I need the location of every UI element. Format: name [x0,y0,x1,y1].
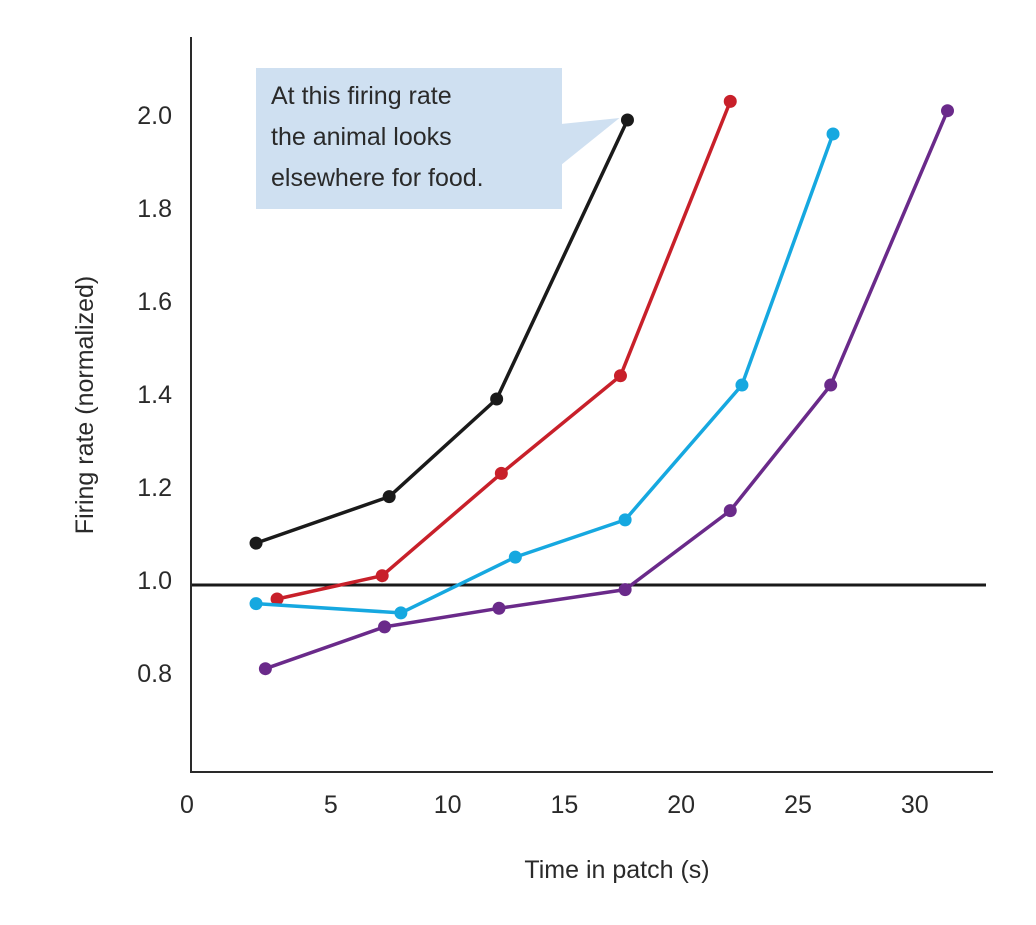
y-axis-title: Firing rate (normalized) [71,276,99,534]
x-axis-title: Time in patch (s) [524,856,709,884]
data-point-cyan [618,513,632,527]
data-point-cyan [249,597,263,611]
data-point-purple [492,601,506,615]
data-point-black [249,536,263,550]
data-point-red [494,466,508,480]
callout-box [256,68,562,209]
callout-pointer [561,118,620,165]
x-tick-label: 25 [784,791,812,819]
series-layer [249,94,955,676]
y-tick-label: 1.6 [137,288,172,316]
data-point-black [490,392,504,406]
x-tick-label: 15 [550,791,578,819]
data-point-red [375,569,389,583]
data-point-black [620,113,634,127]
data-point-cyan [394,606,408,620]
x-tick-label: 5 [324,791,338,819]
data-point-red [723,94,737,108]
y-tick-label: 1.8 [137,195,172,223]
y-tick-label: 2.0 [137,102,172,130]
data-point-cyan [508,550,522,564]
data-point-purple [258,662,272,676]
data-point-purple [723,504,737,518]
callout-line-2: the animal looks [271,123,452,151]
data-point-purple [824,378,838,392]
data-point-black [382,490,396,504]
data-point-purple [618,583,632,597]
series-red [270,94,737,606]
data-point-red [613,369,627,383]
data-point-purple [378,620,392,634]
data-point-cyan [735,378,749,392]
series-cyan [249,127,840,620]
y-tick-label: 1.2 [137,474,172,502]
series-line-cyan [255,133,835,615]
callout: At this firing rate the animal looks els… [256,68,620,209]
x-tick-label: 0 [180,791,194,819]
callout-line-3: elsewhere for food. [271,164,484,192]
callout-line-1: At this firing rate [271,82,452,110]
series-black [249,113,634,550]
series-line-black [255,119,630,545]
y-tick-label: 1.4 [137,381,172,409]
data-point-cyan [826,127,840,141]
series-purple [258,104,955,676]
x-tick-label: 30 [901,791,929,819]
y-tick-label: 1.0 [137,567,172,595]
x-tick-label: 10 [434,791,462,819]
data-point-red [270,592,284,606]
data-point-purple [941,104,955,118]
x-tick-labels: 0 5 10 15 20 25 30 [180,791,929,819]
x-tick-label: 20 [667,791,695,819]
y-tick-label: 0.8 [137,660,172,688]
y-tick-labels: 0.8 1.0 1.2 1.4 1.6 1.8 2.0 [137,102,172,688]
